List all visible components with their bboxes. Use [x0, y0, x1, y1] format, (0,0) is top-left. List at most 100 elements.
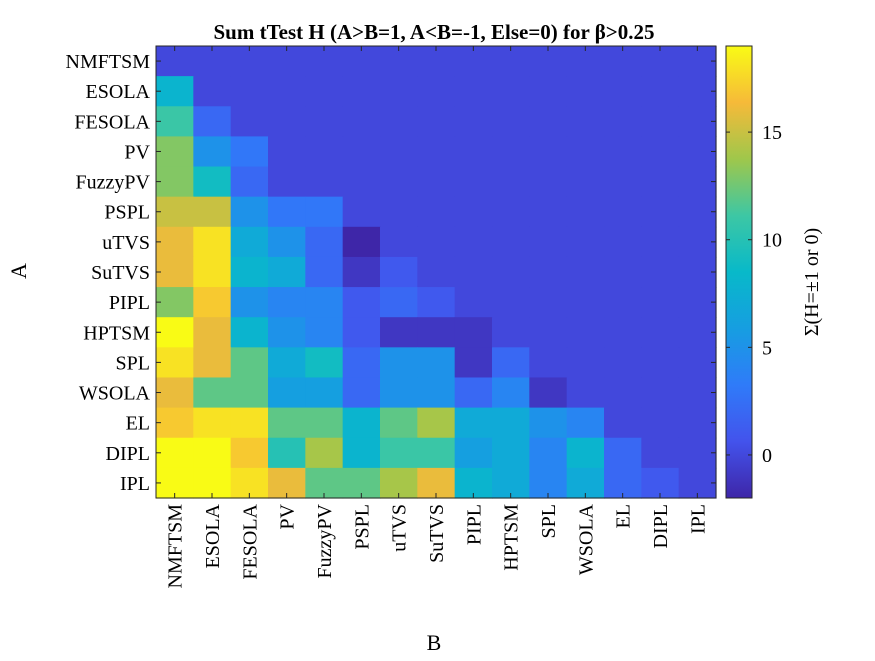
heatmap-cell: [604, 437, 642, 469]
column-label: NMFTSM: [165, 504, 187, 589]
heatmap-cell: [566, 437, 605, 469]
heatmap-cell: [417, 256, 456, 288]
heatmap-cell: [305, 226, 344, 258]
row-label: PIPL: [109, 292, 150, 314]
colorbar: [725, 45, 753, 499]
heatmap-cell: [566, 196, 605, 228]
heatmap-cell: [454, 136, 493, 168]
heatmap-cell: [604, 377, 642, 409]
column-label: WSOLA: [575, 503, 597, 575]
heatmap-cell: [529, 347, 568, 379]
heatmap-cell: [305, 317, 344, 348]
column-label: FESOLA: [239, 503, 261, 579]
heatmap-cell: [156, 166, 194, 198]
heatmap-cell: [492, 377, 530, 409]
heatmap-cell: [641, 136, 680, 168]
heatmap-cell: [454, 226, 493, 258]
heatmap-cell: [641, 377, 680, 409]
heatmap-cell: [678, 256, 717, 288]
y-axis-label: A: [6, 263, 31, 279]
heatmap-cell: [492, 226, 530, 258]
heatmap-cell: [230, 347, 269, 379]
heatmap-cell: [268, 347, 306, 379]
heatmap-cell: [342, 226, 381, 258]
heatmap-cell: [268, 106, 306, 137]
heatmap-cell: [380, 317, 418, 348]
heatmap-cell: [156, 46, 194, 77]
heatmap-cell: [342, 76, 381, 107]
row-label: SuTVS: [91, 262, 150, 284]
heatmap-cell: [193, 76, 232, 107]
row-label: IPL: [120, 473, 150, 495]
heatmap-cell: [193, 317, 232, 348]
heatmap-cell: [193, 287, 232, 318]
colorbar-tick-label: 5: [762, 337, 772, 359]
heatmap-cells: [156, 46, 717, 499]
heatmap-cell: [417, 46, 456, 77]
column-label: IPL: [687, 504, 709, 534]
heatmap-cell: [417, 196, 456, 228]
column-label: uTVS: [389, 504, 411, 552]
heatmap-cell: [305, 136, 344, 168]
heatmap-cell: [268, 196, 306, 228]
heatmap-cell: [641, 287, 680, 318]
heatmap-cell: [492, 76, 530, 107]
x-axis-label: B: [427, 630, 442, 655]
heatmap-cell: [268, 407, 306, 439]
heatmap-cell: [380, 377, 418, 409]
heatmap-cell: [193, 347, 232, 379]
heatmap-cell: [230, 166, 269, 198]
heatmap-cell: [268, 437, 306, 469]
heatmap-cell: [678, 196, 717, 228]
column-label: SPL: [538, 504, 560, 538]
heatmap-cell: [566, 46, 605, 77]
row-label: NMFTSM: [66, 51, 151, 73]
heatmap-cell: [380, 256, 418, 288]
heatmap-cell: [529, 76, 568, 107]
heatmap-cell: [566, 106, 605, 137]
heatmap-cell: [268, 226, 306, 258]
heatmap-cell: [417, 317, 456, 348]
heatmap-cell: [417, 106, 456, 137]
column-label: ESOLA: [202, 503, 224, 568]
heatmap-cell: [454, 347, 493, 379]
heatmap-cell: [641, 106, 680, 137]
column-label: PIPL: [463, 504, 485, 545]
heatmap-cell: [268, 256, 306, 288]
heatmap-cell: [604, 46, 642, 77]
heatmap-cell: [454, 287, 493, 318]
heatmap-cell: [604, 407, 642, 439]
heatmap-cell: [529, 166, 568, 198]
heatmap-cell: [492, 166, 530, 198]
heatmap-cell: [342, 347, 381, 379]
heatmap-cell: [529, 377, 568, 409]
heatmap-cell: [156, 437, 194, 469]
heatmap-cell: [566, 136, 605, 168]
heatmap-cell: [380, 106, 418, 137]
heatmap-cell: [604, 347, 642, 379]
heatmap-cell: [230, 407, 269, 439]
heatmap-cell: [156, 256, 194, 288]
colorbar-label: Σ(H=±1 or 0): [801, 228, 823, 336]
row-label: FuzzyPV: [76, 172, 151, 194]
heatmap-cell: [492, 106, 530, 137]
heatmap-cell: [230, 377, 269, 409]
heatmap-cell: [342, 136, 381, 168]
row-labels: NMFTSM ESOLA FESOLA PV FuzzyPV PSPL uTVS SuTVS P…: [66, 51, 716, 495]
heatmap-cell: [193, 256, 232, 288]
row-label: HPTSM: [83, 322, 150, 344]
heatmap-cell: [305, 76, 344, 107]
heatmap-cell: [417, 437, 456, 469]
heatmap-cell: [417, 76, 456, 107]
heatmap-cell: [380, 166, 418, 198]
heatmap-cell: [380, 407, 418, 439]
heatmap-cell: [678, 317, 717, 348]
heatmap-cell: [678, 407, 717, 439]
heatmap-cell: [529, 407, 568, 439]
heatmap-cell: [305, 287, 344, 318]
heatmap-cell: [454, 256, 493, 288]
column-label: FuzzyPV: [314, 503, 336, 578]
heatmap-cell: [156, 317, 194, 348]
heatmap-cell: [454, 76, 493, 107]
